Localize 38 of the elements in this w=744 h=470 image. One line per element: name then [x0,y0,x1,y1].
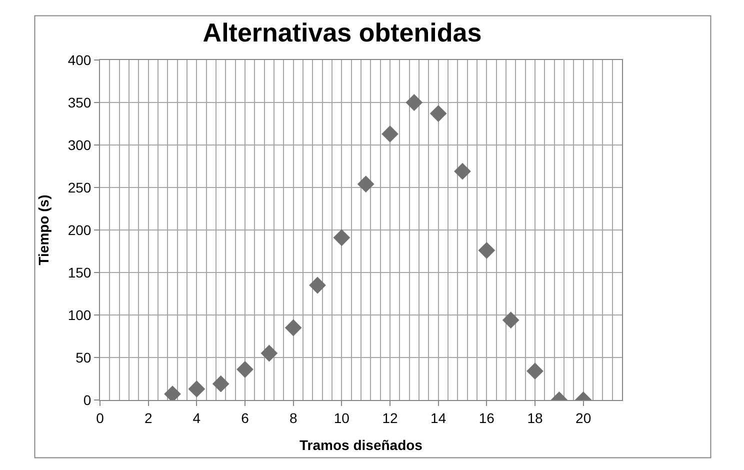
point [309,276,326,294]
y-tick-label: 150 [68,264,92,280]
point [502,312,520,329]
x-tick-label: 0 [96,410,104,426]
x-tick-label: 2 [144,410,152,426]
x-tick-label: 14 [430,410,446,426]
x-tick-label: 6 [241,410,250,426]
y-axis-title: Tiempo (s) [35,194,52,266]
x-tick-label: 16 [478,410,495,426]
x-tick-label: 8 [289,410,298,426]
point [260,344,278,362]
x-tick-label: 10 [334,410,350,426]
y-tick-label: 50 [76,349,92,366]
point [382,126,398,142]
y-tick-label: 250 [68,179,92,196]
point [454,162,471,180]
y-tick-label: 200 [68,222,92,238]
point [236,360,254,378]
point [188,380,206,398]
y-tick-label: 400 [68,52,92,68]
y-tick-label: 100 [68,306,92,323]
y-tick-label: 0 [83,392,92,408]
y-tick-label: 350 [68,94,92,110]
x-tick-label: 18 [527,410,543,426]
x-tick-label: 12 [382,410,398,426]
point [333,229,350,246]
point [357,176,374,193]
point [406,94,423,111]
point [212,375,230,392]
point [284,319,302,336]
x-tick-label: 20 [576,410,592,426]
point [526,362,544,380]
x-tick-label: 4 [192,410,201,426]
point [478,242,496,259]
point [430,105,447,122]
chart-title: Alternativas obtenidas [202,18,482,48]
y-tick-label: 300 [68,136,92,153]
x-axis-title: Tramos diseñados [300,437,423,454]
